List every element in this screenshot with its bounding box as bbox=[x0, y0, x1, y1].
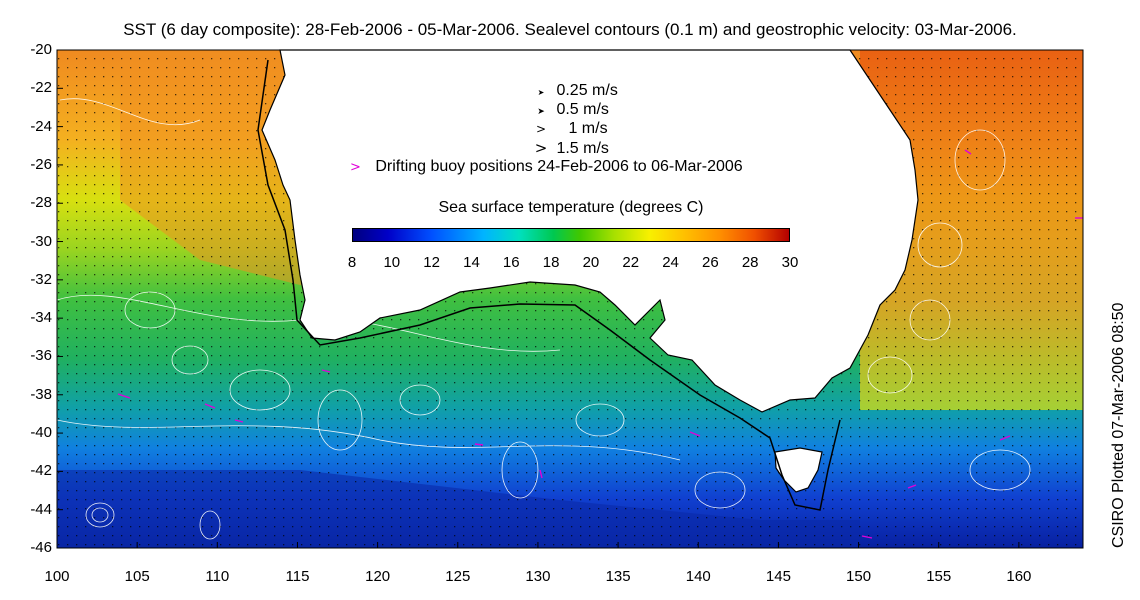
x-tick-label: 105 bbox=[124, 568, 150, 585]
y-tick-label: -36 bbox=[30, 347, 52, 365]
x-tick-label: 150 bbox=[846, 568, 872, 585]
y-tick-label: -32 bbox=[30, 270, 52, 288]
x-tick-label: 160 bbox=[1006, 568, 1032, 585]
colorbar-tick-label: 18 bbox=[542, 254, 560, 271]
arrow-medium-icon: ➤ bbox=[537, 107, 545, 117]
buoy-legend-label: Drifting buoy positions 24-Feb-2006 to 0… bbox=[375, 158, 743, 175]
sealevel-contours bbox=[56, 98, 1031, 540]
velocity-legend-label: 0.5 m/s bbox=[556, 101, 609, 118]
y-tick-label: -20 bbox=[30, 41, 52, 58]
map-title: SST (6 day composite): 28-Feb-2006 - 05-… bbox=[123, 20, 1017, 39]
x-tick-label: 115 bbox=[285, 568, 310, 585]
velocity-legend-item: > 1.5 m/s bbox=[530, 139, 609, 158]
colorbar-tick-label: 8 bbox=[347, 254, 357, 271]
colorbar-tick-label: 24 bbox=[662, 254, 679, 271]
y-tick-label: -22 bbox=[30, 79, 52, 97]
shelf-contour bbox=[257, 59, 841, 511]
colorbar-tick-label: 30 bbox=[781, 254, 799, 271]
buoy-tracks bbox=[117, 149, 1083, 539]
x-tick-label: 125 bbox=[445, 568, 471, 585]
x-tick-label: 130 bbox=[525, 568, 551, 585]
colorbar-tick-label: 26 bbox=[702, 254, 719, 271]
y-tick-label: -38 bbox=[30, 385, 52, 403]
velocity-legend-label: 1 m/s bbox=[568, 120, 608, 137]
x-tick-label: 145 bbox=[765, 568, 791, 585]
y-tick-label: -34 bbox=[30, 309, 52, 327]
arrow-xlarge-icon: > bbox=[534, 139, 548, 157]
colorbar-tick-label: 22 bbox=[622, 254, 640, 271]
buoy-marker-icon: > bbox=[350, 160, 361, 175]
y-tick-label: -42 bbox=[30, 462, 52, 480]
colorbar-tick-label: 10 bbox=[383, 254, 401, 271]
colorbar-tick-label: 28 bbox=[741, 254, 759, 271]
x-tick-label: 100 bbox=[44, 568, 70, 585]
y-tick-label: -24 bbox=[30, 117, 52, 135]
tasmania-land bbox=[774, 447, 823, 493]
x-ticks bbox=[56, 542, 1020, 548]
buoy-legend-item: > Drifting buoy positions 24-Feb-2006 to… bbox=[350, 158, 743, 177]
y-tick-label: -46 bbox=[30, 539, 52, 556]
plot-frame bbox=[56, 49, 1084, 549]
y-tick-label: -30 bbox=[30, 232, 52, 250]
y-tick-label: -44 bbox=[30, 500, 52, 518]
plot-credit: CSIRO Plotted 07-Mar-2006 08:50 bbox=[1110, 302, 1127, 548]
y-ticks bbox=[57, 49, 63, 549]
x-tick-label: 155 bbox=[926, 568, 952, 585]
velocity-legend-item: ➤ 0.25 m/s bbox=[530, 82, 618, 102]
sst-colorbar bbox=[352, 228, 790, 242]
x-tick-label: 110 bbox=[205, 568, 230, 585]
y-tick-label: -40 bbox=[30, 424, 52, 442]
x-tick-label: 140 bbox=[685, 568, 711, 585]
arrow-large-icon: > bbox=[535, 122, 547, 136]
x-tick-label: 135 bbox=[605, 568, 631, 585]
velocity-legend-label: 1.5 m/s bbox=[556, 140, 609, 157]
colorbar-tick-label: 14 bbox=[463, 254, 480, 271]
colorbar-tick-label: 12 bbox=[423, 254, 440, 271]
x-tick-label: 120 bbox=[365, 568, 391, 585]
velocity-legend-label: 0.25 m/s bbox=[556, 82, 618, 99]
velocity-legend-item: ➤ 0.5 m/s bbox=[530, 101, 609, 121]
velocity-legend-item: > 1 m/s bbox=[530, 120, 608, 138]
colorbar-title: Sea surface temperature (degrees C) bbox=[438, 199, 704, 216]
arrow-small-icon: ➤ bbox=[537, 88, 545, 97]
y-tick-label: -28 bbox=[30, 194, 52, 212]
colorbar-tick-label: 16 bbox=[502, 254, 520, 271]
y-tick-label: -26 bbox=[30, 155, 52, 173]
colorbar-tick-label: 20 bbox=[582, 254, 600, 271]
